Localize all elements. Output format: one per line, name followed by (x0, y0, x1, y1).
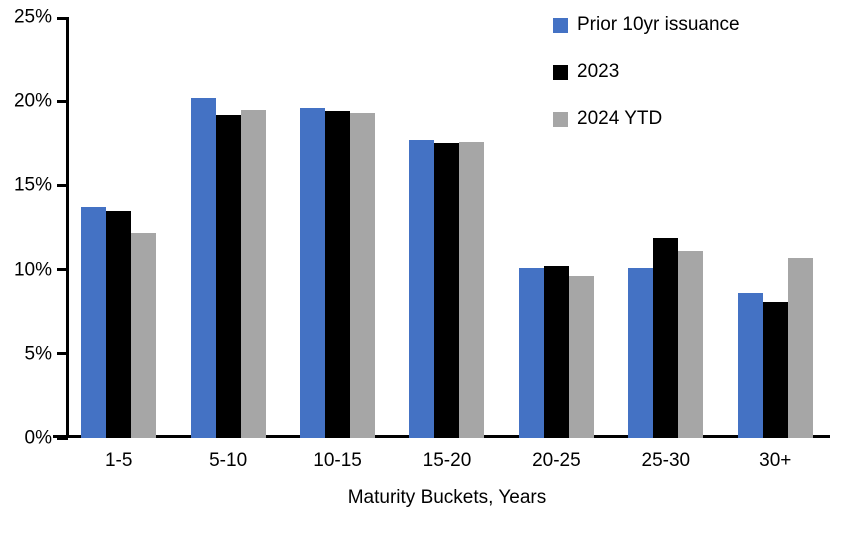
y-axis-tick (57, 352, 68, 356)
plot-area (64, 17, 830, 438)
bar-2024-ytd-1-5 (131, 232, 157, 438)
category-group-20-25 (502, 17, 611, 438)
y-axis-tick-label: 25% (13, 6, 52, 28)
bar-2023-25-30 (653, 237, 679, 438)
category-group-15-20 (392, 17, 501, 438)
bar-prior-10yr-issuance-30 (737, 293, 763, 438)
bar-prior-10yr-issuance-1-5 (81, 207, 107, 438)
category-group-1-5 (64, 17, 173, 438)
bar-2024-ytd-30 (787, 257, 813, 438)
y-axis-tick (57, 183, 68, 187)
y-axis-tick (57, 99, 68, 103)
y-axis-tick-label: 15% (13, 174, 52, 196)
legend-swatch-icon (553, 17, 568, 33)
x-axis-label-25-30: 25-30 (641, 450, 691, 471)
bar-2024-ytd-25-30 (678, 251, 704, 438)
bar-prior-10yr-issuance-10-15 (300, 107, 326, 438)
legend: Prior 10yr issuance 2023 2024 YTD (553, 12, 740, 153)
category-group-25-30 (611, 17, 720, 438)
bar-prior-10yr-issuance-25-30 (628, 267, 654, 438)
bar-2024-ytd-20-25 (568, 276, 594, 438)
y-axis-tick-label: 20% (13, 90, 52, 112)
x-axis-label-30: 30+ (759, 450, 792, 471)
legend-item-2023: 2023 (553, 59, 740, 85)
bar-2023-15-20 (434, 143, 460, 438)
legend-swatch-icon (553, 111, 568, 127)
legend-item-2024-ytd: 2024 YTD (553, 106, 740, 132)
bar-2024-ytd-5-10 (240, 109, 266, 438)
category-group-30 (721, 17, 830, 438)
x-axis-label-5-10: 5-10 (209, 450, 248, 471)
y-axis-tick (57, 436, 68, 440)
y-axis-tick-label: 5% (24, 343, 52, 365)
x-axis-label-15-20: 15-20 (422, 450, 472, 471)
bar-prior-10yr-issuance-20-25 (518, 267, 544, 438)
bar-2024-ytd-10-15 (350, 113, 376, 438)
category-group-5-10 (173, 17, 282, 438)
x-axis-title: Maturity Buckets, Years (347, 487, 547, 508)
category-group-10-15 (283, 17, 392, 438)
legend-label: Prior 10yr issuance (577, 14, 740, 35)
y-axis-line (66, 17, 69, 438)
y-axis-tick-label: 0% (24, 427, 52, 449)
bar-2023-30 (762, 301, 788, 438)
bar-2023-1-5 (106, 210, 132, 438)
legend-item-prior-10yr-issuance: Prior 10yr issuance (553, 12, 740, 38)
x-axis-label-10-15: 10-15 (313, 450, 362, 471)
bar-2023-5-10 (215, 114, 241, 438)
bar-2023-20-25 (543, 266, 569, 438)
x-axis-labels: 1-5 5-10 10-15 15-20 20-25 25-30 30+ (64, 450, 830, 472)
y-axis-tick (57, 268, 68, 272)
bar-2023-10-15 (325, 111, 351, 438)
legend-label: 2023 (577, 61, 620, 82)
x-axis-label-1-5: 1-5 (104, 450, 133, 471)
x-axis-label-20-25: 20-25 (532, 450, 581, 471)
bar-prior-10yr-issuance-15-20 (409, 139, 435, 438)
bar-prior-10yr-issuance-5-10 (190, 97, 216, 438)
y-axis-tick (57, 17, 68, 20)
y-axis-tick-label: 10% (13, 259, 52, 281)
legend-swatch-icon (553, 64, 568, 80)
legend-label: 2024 YTD (577, 108, 663, 129)
bar-2024-ytd-15-20 (459, 141, 485, 438)
